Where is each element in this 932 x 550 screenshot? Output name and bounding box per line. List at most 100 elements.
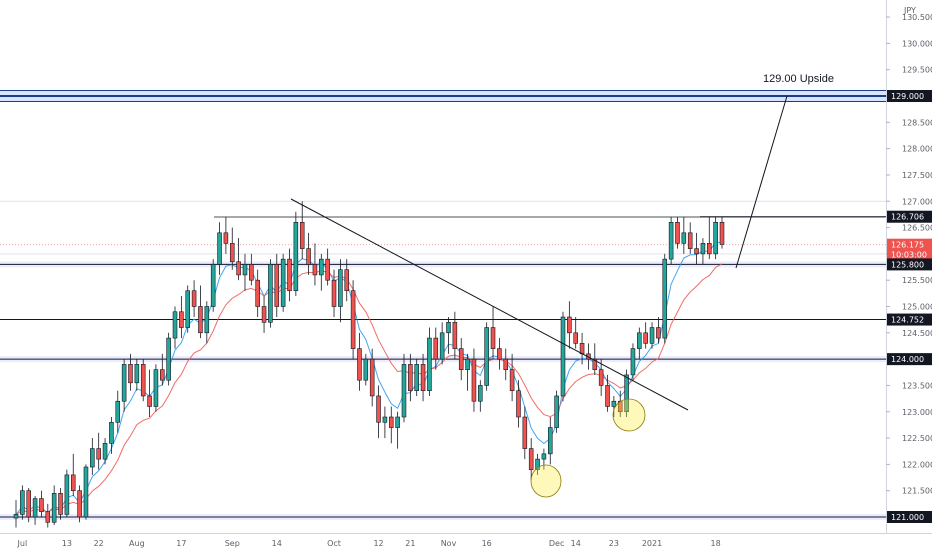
candle-up[interactable]: [319, 253, 324, 291]
candle-up[interactable]: [484, 322, 489, 391]
candle-down[interactable]: [675, 217, 680, 249]
candle-down[interactable]: [388, 406, 394, 444]
candle-down[interactable]: [236, 238, 241, 281]
candle-down[interactable]: [223, 217, 229, 254]
candle-down[interactable]: [179, 295, 184, 339]
candle-up[interactable]: [535, 453, 540, 475]
candle-up[interactable]: [153, 364, 159, 412]
candle-up[interactable]: [630, 343, 636, 381]
candle-down[interactable]: [567, 301, 572, 349]
candle-up[interactable]: [102, 438, 108, 465]
candle-up[interactable]: [20, 485, 25, 520]
candle-up[interactable]: [700, 238, 706, 265]
candle-down[interactable]: [719, 217, 725, 249]
candle-up[interactable]: [268, 259, 273, 328]
candle-down[interactable]: [96, 432, 101, 470]
candle-up[interactable]: [121, 359, 127, 412]
candle-down[interactable]: [433, 327, 439, 370]
candle-down[interactable]: [198, 285, 203, 339]
candle-up[interactable]: [681, 217, 687, 254]
candle-up[interactable]: [90, 438, 95, 475]
candle-down[interactable]: [694, 232, 699, 265]
candle-down[interactable]: [458, 338, 464, 381]
candle-down[interactable]: [490, 306, 496, 360]
candle-down[interactable]: [497, 338, 502, 370]
candle-up[interactable]: [427, 327, 432, 396]
candle-down[interactable]: [452, 311, 458, 360]
candle-up[interactable]: [83, 464, 89, 520]
candle-down[interactable]: [77, 485, 82, 523]
candle-down[interactable]: [509, 353, 515, 402]
candle-up[interactable]: [465, 353, 470, 391]
candle-up[interactable]: [401, 353, 407, 423]
candle-down[interactable]: [140, 359, 146, 402]
candle-down[interactable]: [229, 227, 235, 270]
candle-up[interactable]: [637, 327, 642, 360]
candle-down[interactable]: [128, 353, 133, 391]
candle-down[interactable]: [357, 332, 362, 391]
candle-down[interactable]: [191, 280, 197, 318]
candle-up[interactable]: [32, 495, 38, 525]
upside-arrow-line[interactable]: [735, 95, 788, 269]
low-highlight-ellipse-1[interactable]: [530, 464, 562, 498]
candle-up[interactable]: [446, 317, 451, 354]
candle-down[interactable]: [312, 243, 318, 286]
candle-up[interactable]: [414, 359, 419, 396]
candle-up[interactable]: [547, 417, 553, 465]
candle-up[interactable]: [134, 359, 140, 391]
low-highlight-ellipse-2[interactable]: [612, 398, 646, 432]
candle-up[interactable]: [280, 253, 286, 312]
candle-up[interactable]: [13, 500, 19, 528]
candle-down[interactable]: [274, 253, 280, 318]
candle-down[interactable]: [592, 343, 598, 375]
candle-down[interactable]: [503, 348, 509, 381]
candle-down[interactable]: [147, 369, 152, 418]
candle-down[interactable]: [598, 359, 604, 396]
candle-up[interactable]: [541, 448, 547, 470]
candle-down[interactable]: [261, 295, 267, 333]
candle-down[interactable]: [408, 353, 413, 402]
candle-up[interactable]: [293, 211, 299, 296]
candle-down[interactable]: [656, 317, 661, 344]
candle-down[interactable]: [605, 374, 610, 412]
candle-down[interactable]: [160, 353, 165, 386]
candle-up[interactable]: [109, 417, 114, 454]
candle-up[interactable]: [217, 222, 222, 275]
candle-up[interactable]: [649, 322, 655, 349]
candle-up[interactable]: [64, 469, 70, 517]
candle-down[interactable]: [249, 253, 254, 286]
candle-up[interactable]: [713, 217, 718, 260]
candle-up[interactable]: [115, 390, 121, 433]
candle-down[interactable]: [45, 503, 51, 528]
candle-up[interactable]: [363, 353, 369, 386]
candle-down[interactable]: [522, 406, 528, 460]
candle-down[interactable]: [58, 488, 63, 520]
candle-down[interactable]: [376, 385, 381, 439]
candle-up[interactable]: [554, 390, 559, 433]
candle-up[interactable]: [478, 380, 483, 412]
candle-up[interactable]: [611, 395, 617, 418]
candle-down[interactable]: [643, 322, 648, 349]
candle-down[interactable]: [325, 248, 330, 286]
candle-down[interactable]: [287, 248, 292, 302]
candle-down[interactable]: [299, 201, 305, 260]
candle-down[interactable]: [369, 348, 375, 407]
candle-down[interactable]: [573, 317, 578, 349]
candle-up[interactable]: [338, 259, 343, 323]
candle-down[interactable]: [26, 488, 31, 523]
candle-up[interactable]: [668, 217, 674, 265]
candle-up[interactable]: [210, 259, 216, 312]
candle-up[interactable]: [51, 485, 57, 525]
candle-up[interactable]: [172, 306, 178, 349]
candle-down[interactable]: [255, 269, 260, 318]
candle-up[interactable]: [382, 406, 388, 439]
candle-down[interactable]: [306, 232, 311, 275]
candle-down[interactable]: [707, 217, 712, 260]
candle-down[interactable]: [528, 438, 534, 481]
candle-down[interactable]: [350, 280, 356, 360]
candle-up[interactable]: [166, 332, 171, 386]
downtrend-line[interactable]: [290, 198, 689, 411]
candle-up[interactable]: [395, 411, 400, 449]
candle-down[interactable]: [70, 453, 76, 496]
